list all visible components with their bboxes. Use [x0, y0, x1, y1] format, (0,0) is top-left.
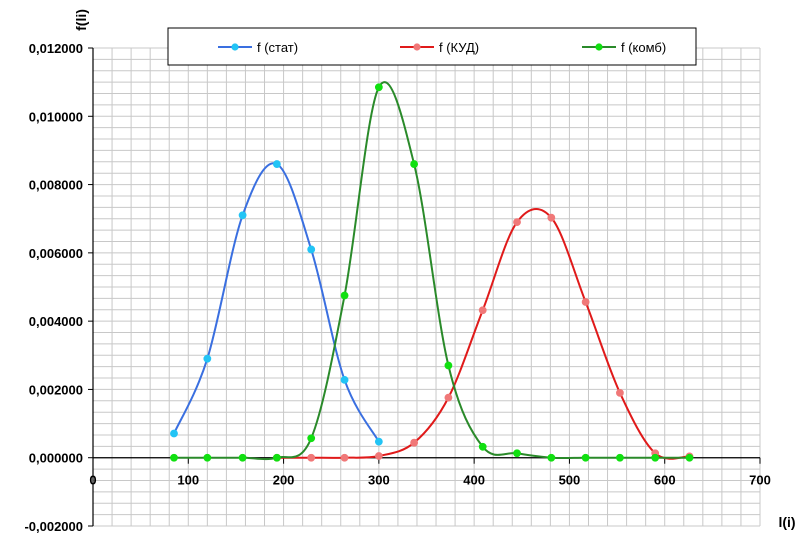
y-tick-label: 0,004000 — [29, 314, 83, 329]
y-tick-label: 0,000000 — [29, 451, 83, 466]
legend-item: f (КУД) — [400, 40, 479, 55]
legend-label: f (КУД) — [439, 40, 479, 55]
data-point — [513, 218, 521, 227]
data-point — [273, 160, 281, 168]
data-point — [273, 453, 281, 462]
series-2 — [273, 208, 694, 462]
y-tick-label: 0,008000 — [29, 178, 83, 193]
data-point — [581, 298, 590, 306]
data-point — [685, 453, 694, 462]
data-point — [581, 453, 590, 462]
y-axis-title: f(li) — [73, 9, 89, 31]
data-point — [651, 453, 660, 462]
legend-label: f (комб) — [621, 40, 666, 55]
y-tick-label: 0,012000 — [29, 41, 83, 56]
data-point — [307, 434, 316, 443]
legend-item: f (комб) — [582, 40, 666, 55]
data-point — [444, 393, 453, 402]
x-axis-title: l(i) — [778, 514, 795, 530]
legend-item: f (стат) — [218, 40, 298, 55]
data-point — [410, 160, 419, 168]
series-1 — [170, 160, 383, 446]
data-point — [340, 453, 349, 462]
data-point — [410, 438, 419, 447]
legend: f (стат) f (КУД) f (комб) — [167, 27, 697, 66]
x-tick-label: 700 — [749, 473, 771, 488]
data-point — [374, 83, 383, 92]
data-point — [170, 429, 178, 438]
y-tick-label: 0,006000 — [29, 246, 83, 261]
legend-label: f (стат) — [257, 40, 298, 55]
y-tick-label: 0,010000 — [29, 109, 83, 124]
data-point — [616, 388, 624, 397]
data-point — [340, 375, 349, 384]
x-tick-label: 100 — [177, 473, 199, 488]
data-point — [374, 437, 383, 446]
data-point — [238, 453, 247, 462]
x-tick-label: 300 — [368, 473, 390, 488]
x-tick-label: 400 — [463, 473, 485, 488]
data-point — [307, 245, 316, 254]
series-line — [276, 208, 690, 460]
data-point — [478, 306, 487, 315]
data-point — [340, 291, 349, 300]
data-point — [170, 453, 178, 462]
series-line — [173, 162, 380, 443]
data-point — [547, 453, 556, 462]
data-point — [547, 213, 556, 222]
grid — [92, 47, 761, 527]
y-tick-label: -0,002000 — [24, 519, 83, 534]
data-point — [307, 453, 316, 462]
data-point — [616, 453, 624, 462]
x-tick-label: 200 — [273, 473, 295, 488]
data-point — [374, 452, 383, 460]
series-3 — [170, 81, 694, 462]
y-tick-label: 0,002000 — [29, 382, 83, 397]
legend-marker — [595, 43, 603, 51]
axes: -0,002000 0,000000 0,002000 0,004000 0,00600… — [24, 41, 770, 534]
data-point — [478, 442, 487, 451]
data-point — [238, 211, 247, 220]
data-point — [203, 354, 212, 363]
data-point — [444, 361, 453, 370]
series-group — [170, 81, 694, 462]
x-tick-label: 0 — [89, 473, 96, 488]
legend-marker — [231, 43, 239, 51]
data-point — [203, 453, 212, 462]
x-tick-label: 500 — [559, 473, 581, 488]
data-point — [513, 449, 521, 458]
legend-marker — [413, 43, 421, 51]
x-tick-label: 600 — [654, 473, 676, 488]
